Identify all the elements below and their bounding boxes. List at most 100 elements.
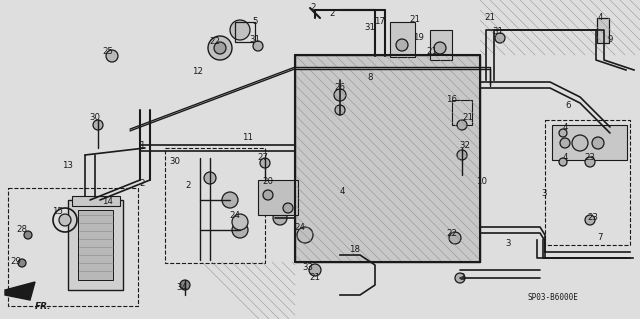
Text: 14: 14 [102, 197, 113, 206]
Circle shape [495, 33, 505, 43]
Circle shape [585, 157, 595, 167]
Text: 20: 20 [262, 177, 273, 187]
Text: 3: 3 [541, 189, 547, 197]
Bar [78, 210, 113, 280]
Circle shape [18, 259, 26, 267]
Text: SP03-B6000E: SP03-B6000E [528, 293, 579, 302]
Text: 2: 2 [310, 4, 316, 12]
Bar [552, 125, 627, 160]
Text: 9: 9 [607, 35, 612, 44]
Circle shape [283, 203, 293, 213]
Bar [545, 120, 630, 245]
Bar [295, 55, 480, 262]
Text: 30: 30 [90, 114, 100, 122]
Text: 21: 21 [426, 48, 438, 56]
Circle shape [455, 273, 465, 283]
Bar [165, 148, 265, 263]
Text: 12: 12 [193, 68, 204, 77]
Bar [430, 30, 452, 60]
Circle shape [335, 105, 345, 115]
Circle shape [457, 150, 467, 160]
Text: 15: 15 [52, 207, 63, 217]
Circle shape [230, 20, 250, 40]
Text: 13: 13 [63, 160, 74, 169]
Bar [68, 200, 123, 290]
Text: 22: 22 [447, 228, 458, 238]
Circle shape [260, 158, 270, 168]
Circle shape [208, 36, 232, 60]
Circle shape [585, 215, 595, 225]
Text: 29: 29 [11, 257, 21, 266]
Bar [390, 22, 415, 57]
Text: 21: 21 [463, 114, 474, 122]
Text: 4: 4 [563, 153, 568, 162]
Text: FR.: FR. [35, 302, 51, 311]
Text: 31: 31 [365, 24, 376, 33]
Circle shape [560, 138, 570, 148]
Text: 4: 4 [563, 123, 568, 132]
Text: 31: 31 [250, 35, 260, 44]
Circle shape [222, 192, 238, 208]
Text: 32: 32 [460, 142, 470, 151]
Circle shape [214, 42, 226, 54]
Text: 10: 10 [477, 177, 488, 187]
Text: 24: 24 [230, 211, 241, 220]
Text: 3: 3 [505, 239, 511, 248]
Text: 23: 23 [584, 153, 595, 162]
Text: 4: 4 [597, 13, 603, 23]
Text: 3: 3 [460, 273, 465, 283]
Text: 2: 2 [140, 179, 145, 188]
Text: 2: 2 [329, 10, 335, 19]
Text: 28: 28 [17, 226, 28, 234]
Circle shape [449, 232, 461, 244]
Text: 23: 23 [588, 213, 598, 222]
Circle shape [263, 190, 273, 200]
Text: 7: 7 [597, 234, 603, 242]
Text: 24: 24 [294, 224, 305, 233]
Circle shape [59, 214, 71, 226]
Bar [235, 22, 255, 42]
Text: 27: 27 [257, 153, 269, 162]
Circle shape [334, 89, 346, 101]
Text: 33: 33 [303, 263, 314, 272]
Text: 2: 2 [185, 182, 191, 190]
Text: 25: 25 [102, 48, 113, 56]
Text: 11: 11 [243, 133, 253, 143]
Text: 4: 4 [339, 188, 345, 197]
Circle shape [180, 280, 190, 290]
Bar [8, 188, 138, 306]
Bar [72, 196, 120, 206]
Polygon shape [5, 282, 35, 300]
Bar [258, 180, 298, 215]
Circle shape [434, 42, 446, 54]
Circle shape [204, 172, 216, 184]
Bar [452, 100, 472, 125]
Bar [597, 18, 609, 43]
Circle shape [273, 211, 287, 225]
Circle shape [253, 41, 263, 51]
Text: 22: 22 [209, 38, 221, 47]
Text: 16: 16 [447, 95, 458, 105]
Circle shape [457, 120, 467, 130]
Circle shape [572, 135, 588, 151]
Circle shape [559, 129, 567, 137]
Text: 21: 21 [310, 273, 321, 283]
Text: 5: 5 [252, 18, 258, 26]
Text: 18: 18 [349, 246, 360, 255]
Text: 6: 6 [565, 101, 571, 110]
Text: 30: 30 [170, 158, 180, 167]
Text: 8: 8 [367, 73, 372, 83]
Text: 31: 31 [493, 27, 504, 36]
Circle shape [106, 50, 118, 62]
Circle shape [592, 137, 604, 149]
Text: 19: 19 [413, 33, 424, 42]
Circle shape [24, 231, 32, 239]
Circle shape [297, 227, 313, 243]
Text: 21: 21 [484, 13, 495, 23]
Circle shape [396, 39, 408, 51]
Circle shape [93, 120, 103, 130]
Circle shape [309, 264, 321, 276]
Circle shape [232, 214, 248, 230]
Text: 1: 1 [140, 142, 145, 151]
Circle shape [559, 158, 567, 166]
